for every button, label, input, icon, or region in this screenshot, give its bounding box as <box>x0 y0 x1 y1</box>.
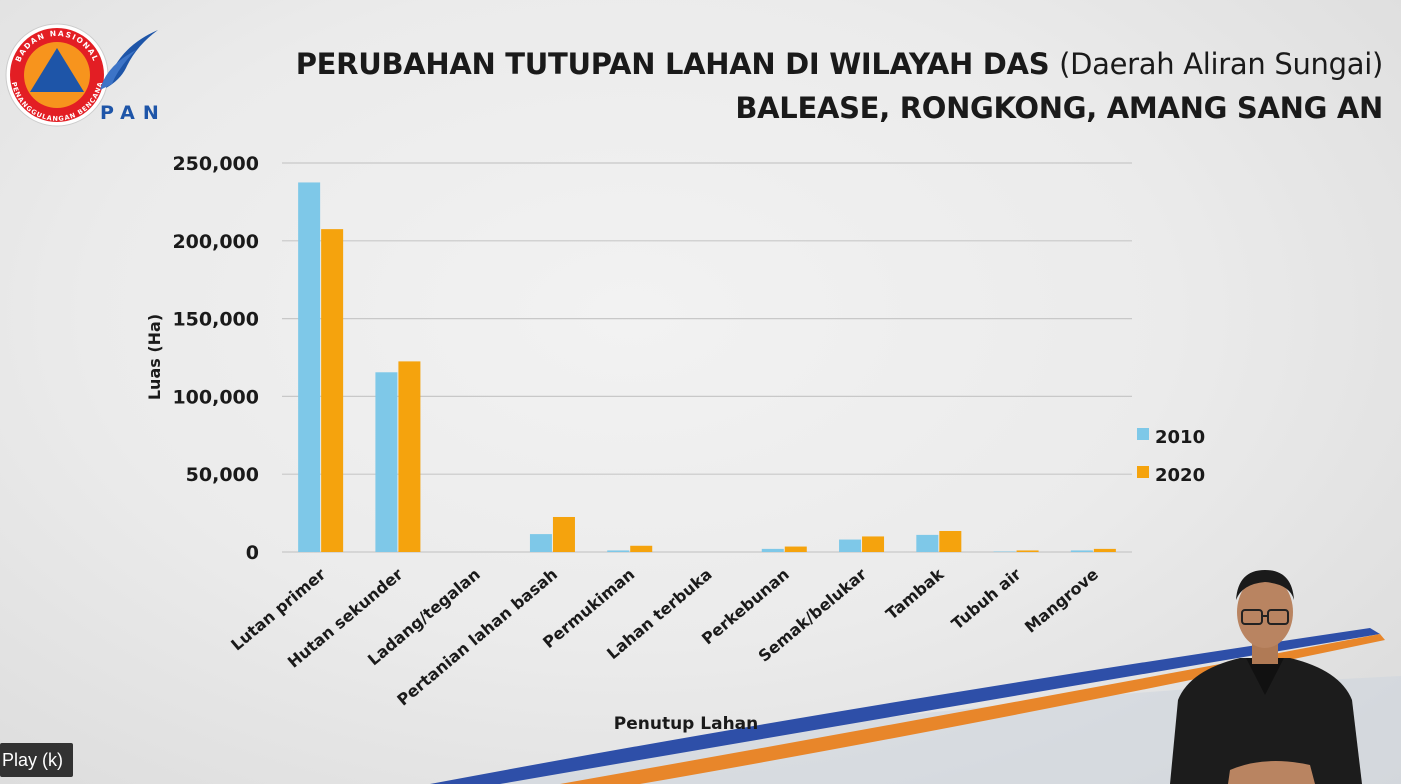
x-tick-label: Pertanian lahan basah <box>393 565 561 710</box>
x-axis-label: Penutup Lahan <box>614 714 759 734</box>
bar-2010 <box>761 548 784 552</box>
logo-wing-icon <box>100 30 158 90</box>
bnpb-logo: BADAN NASIONAL PENANGGULANGAN BENCANA <box>5 23 109 127</box>
y-tick-label: 250,000 <box>172 153 259 175</box>
bar-2010 <box>1070 550 1093 552</box>
legend-label: 2010 <box>1155 427 1205 448</box>
y-tick-label: 50,000 <box>186 464 259 486</box>
legend-swatch <box>1137 428 1149 440</box>
y-tick-label: 100,000 <box>172 386 259 408</box>
logo-sub-text: PAN <box>100 102 167 124</box>
bar-2020 <box>939 530 962 552</box>
legend-label: 2020 <box>1155 465 1205 486</box>
x-tick-label: Tambak <box>882 564 948 623</box>
play-button[interactable]: Play (k) <box>0 743 74 777</box>
bar-2020 <box>630 545 653 552</box>
legend-swatch <box>1137 466 1149 478</box>
bar-2010 <box>298 182 321 552</box>
bar-2020 <box>552 516 575 552</box>
bar-2010 <box>529 534 552 552</box>
bar-2010 <box>607 550 630 552</box>
bar-2020 <box>1093 548 1116 552</box>
y-tick-label: 150,000 <box>172 309 259 331</box>
title-line1: PERUBAHAN TUTUPAN LAHAN DI WILAYAH DAS <box>295 47 1060 81</box>
bar-2020 <box>321 229 344 552</box>
bar-2020 <box>784 546 807 552</box>
sign-language-interpreter <box>1170 570 1362 784</box>
y-axis-label: Luas (Ha) <box>145 314 164 400</box>
title-line2: BALEASE, RONGKONG, AMANG SANG AN <box>735 91 1383 125</box>
bar-2020 <box>1016 550 1039 552</box>
bar-2010 <box>916 534 939 552</box>
bar-2020 <box>862 536 885 552</box>
bar-2010 <box>375 372 398 552</box>
page-title: PERUBAHAN TUTUPAN LAHAN DI WILAYAH DAS (… <box>295 42 1384 130</box>
x-tick-label: Tubuh air <box>948 564 1025 633</box>
y-tick-label: 0 <box>246 542 259 564</box>
title-line1-paren: (Daerah Aliran Sungai) <box>1059 47 1383 81</box>
y-tick-label: 200,000 <box>172 231 259 253</box>
bar-2010 <box>839 539 862 552</box>
bar-2020 <box>398 361 421 552</box>
x-tick-label: Mangrove <box>1021 564 1102 636</box>
